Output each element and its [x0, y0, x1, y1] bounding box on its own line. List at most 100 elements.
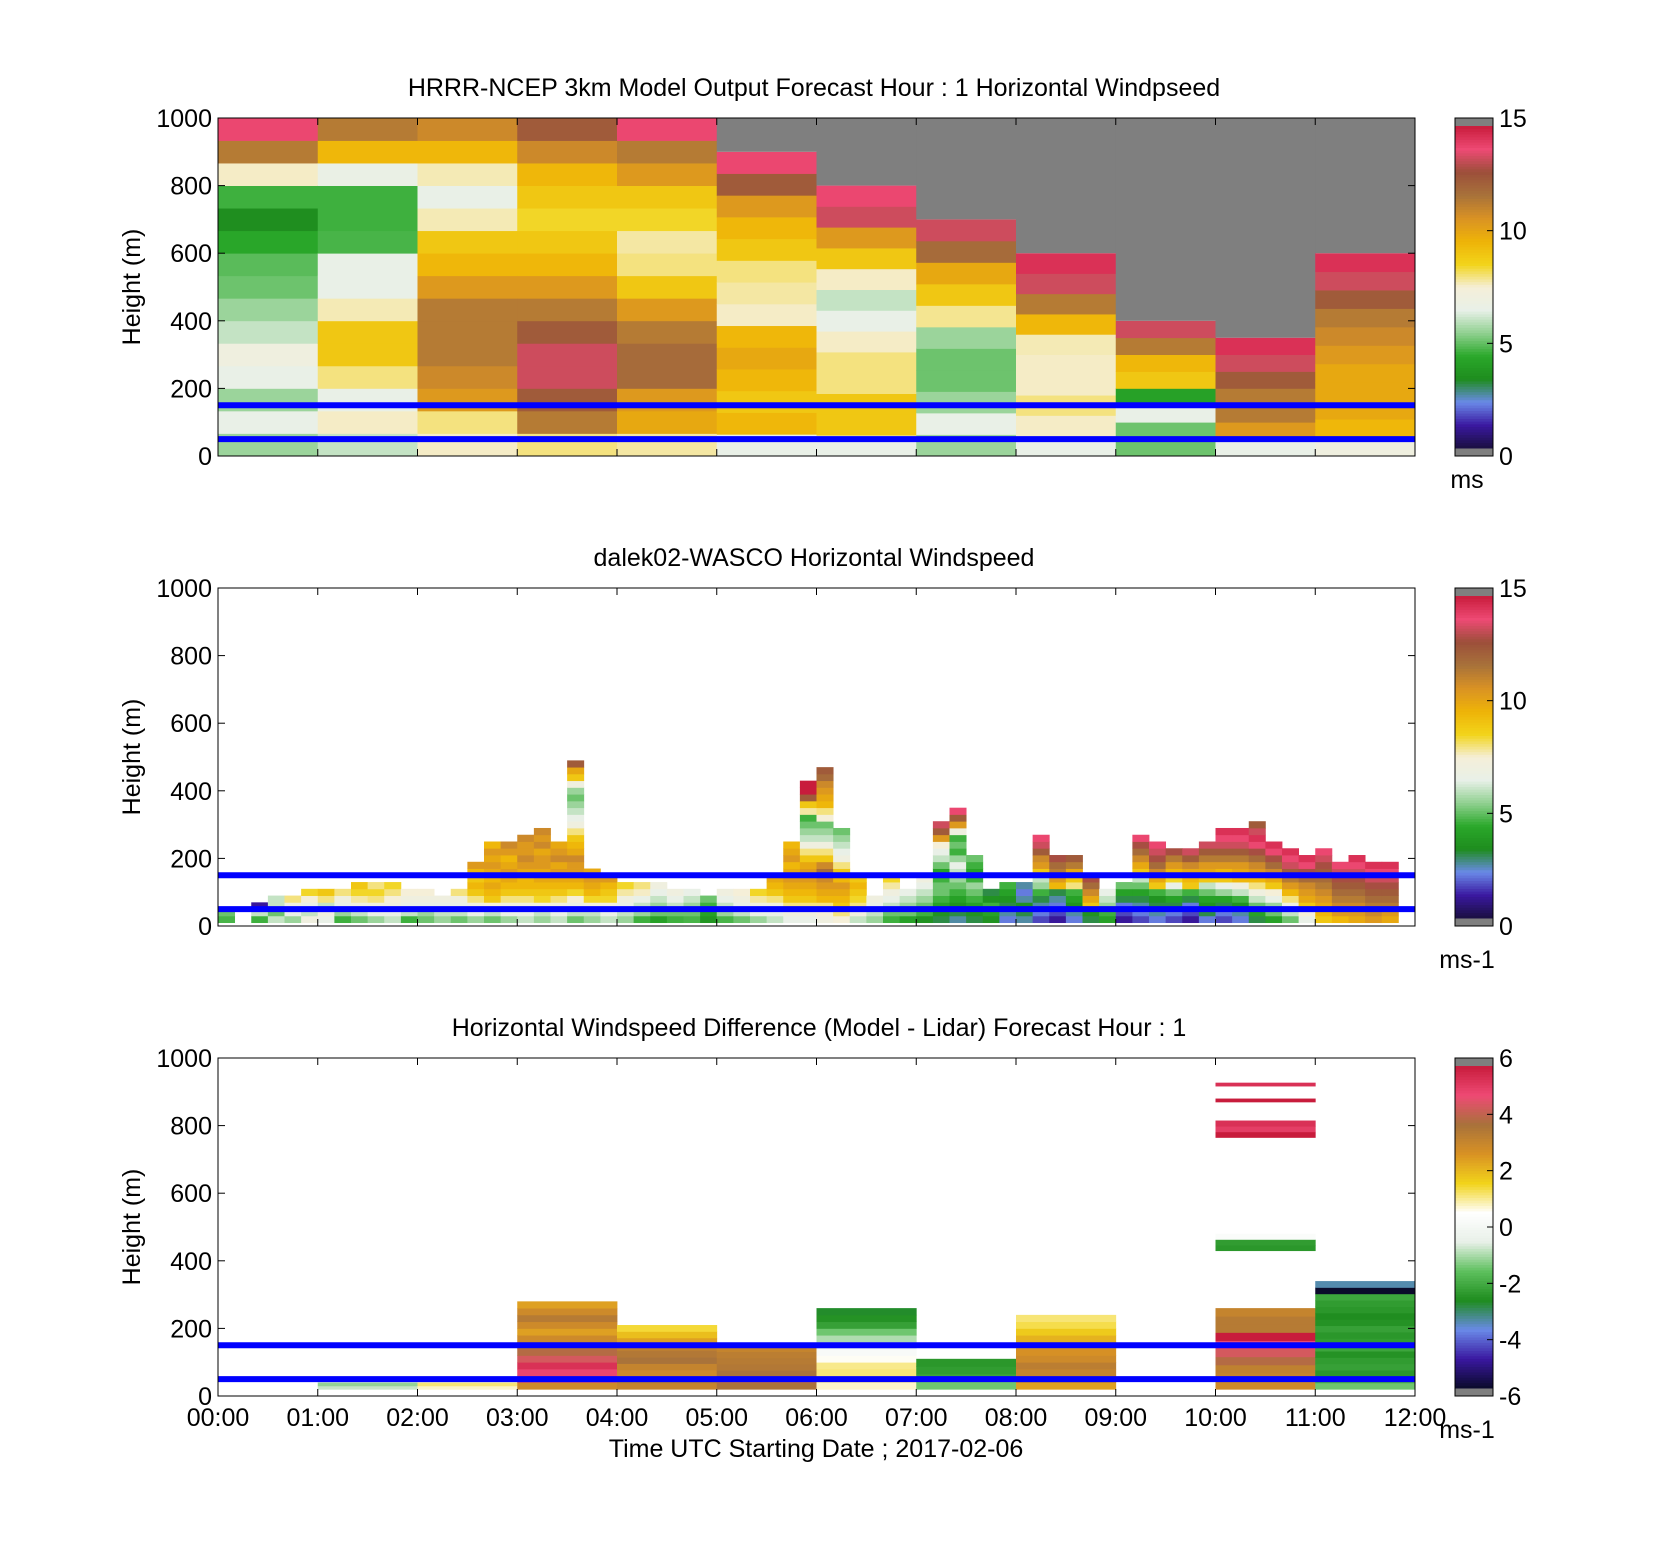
colorbar-segment — [1455, 1379, 1493, 1384]
lidar-cell — [384, 888, 402, 896]
lidar-cell — [633, 909, 651, 917]
model-cell — [1215, 405, 1316, 423]
lidar-cell — [467, 861, 485, 869]
colorbar-segment — [1455, 810, 1493, 814]
lidar-cell — [1331, 902, 1349, 910]
colorbar-segment — [1455, 612, 1493, 616]
lidar-cell — [949, 841, 967, 849]
lidar-cell — [733, 902, 751, 910]
lidar-cell — [1348, 882, 1366, 890]
lidar-cell — [567, 888, 585, 896]
lidar-cell — [1132, 848, 1150, 856]
lidar-cell — [567, 794, 585, 802]
lidar-cell — [833, 834, 851, 842]
lidar-cell — [799, 814, 817, 822]
panel-lidar-cells — [218, 760, 1399, 924]
colorbar-segment — [1455, 848, 1493, 852]
x-tick-label: 07:00 — [885, 1404, 948, 1432]
model-cell — [517, 343, 618, 367]
colorbar-segment — [1455, 378, 1493, 382]
panel-difference-xticks: 00:00 01:00 02:00 03:00 04:00 05:00 06:00 07:00… — [187, 1058, 1446, 1432]
lidar-cell — [367, 882, 385, 890]
difference-cell — [1215, 1126, 1316, 1133]
lidar-cell — [1165, 861, 1183, 869]
colorbar-segment — [1455, 340, 1493, 344]
lidar-cell — [1099, 915, 1117, 924]
model-cell — [716, 151, 817, 174]
difference-cell — [816, 1368, 917, 1377]
model-cell — [517, 365, 618, 389]
lidar-cell — [1049, 888, 1067, 896]
lidar-cell — [949, 834, 967, 842]
colorbar-segment — [1455, 1302, 1493, 1306]
lidar-cell — [816, 875, 834, 883]
difference-cell — [1016, 1362, 1117, 1370]
lidar-cell — [1315, 888, 1333, 896]
model-cell — [816, 185, 917, 207]
lidar-cell — [833, 888, 851, 896]
colorbar-segment — [1455, 850, 1493, 855]
lidar-cell — [1115, 882, 1133, 890]
lidar-cell — [1265, 909, 1283, 917]
colorbar-segment — [1455, 1240, 1493, 1244]
colorbar-segment — [1455, 214, 1493, 218]
lidar-cell — [567, 868, 585, 876]
colorbar-segment — [1455, 719, 1493, 723]
lidar-cell — [916, 915, 934, 924]
model-cell — [1315, 363, 1416, 383]
lidar-cell — [783, 882, 801, 890]
colorbar-segment — [1455, 896, 1493, 900]
lidar-cell — [783, 888, 801, 896]
colorbar-segment — [1455, 797, 1493, 801]
colorbar-segment — [1455, 598, 1493, 602]
lidar-cell — [517, 902, 535, 910]
lidar-cell — [1315, 915, 1333, 924]
lidar-cell — [982, 888, 1000, 896]
lidar-cell — [1365, 868, 1383, 876]
lidar-cell — [251, 902, 269, 910]
lidar-cell — [1265, 855, 1283, 863]
model-cell — [916, 283, 1017, 306]
lidar-cell — [1149, 868, 1167, 876]
lidar-cell — [866, 909, 884, 917]
lidar-cell — [500, 882, 518, 890]
lidar-cell — [567, 848, 585, 856]
colorbar-segment — [1455, 150, 1493, 154]
lidar-cell — [1049, 861, 1067, 869]
model-cell — [517, 118, 618, 141]
lidar-cell — [484, 888, 502, 896]
lidar-cell — [617, 895, 635, 903]
colorbar-segment — [1455, 1232, 1493, 1236]
colorbar-segment — [1455, 778, 1493, 782]
panel-lidar-xticks — [217, 588, 1416, 926]
panel-model-reference-lines — [218, 402, 1415, 443]
lidar-cell — [267, 902, 285, 910]
lidar-cell — [816, 814, 834, 822]
model-cell — [617, 163, 718, 186]
y-tick-label: 200 — [170, 375, 212, 403]
colorbar-frame — [1454, 117, 1494, 457]
model-cell — [1215, 337, 1316, 355]
colorbar-segment — [1455, 423, 1493, 428]
colorbar-segment — [1455, 1165, 1493, 1169]
colorbar-segment — [1455, 193, 1493, 197]
lidar-cell — [334, 895, 352, 903]
lidar-cell — [932, 902, 950, 910]
colorbar-segment — [1455, 1275, 1493, 1279]
lidar-cell — [899, 902, 917, 910]
lidar-cell — [1049, 909, 1067, 917]
colorbar-segment — [1455, 1229, 1493, 1233]
lidar-cell — [1365, 875, 1383, 883]
model-cell — [417, 163, 518, 186]
lidar-cell — [1381, 915, 1399, 924]
lidar-cell — [500, 841, 518, 849]
lidar-cell — [866, 895, 884, 903]
lidar-cell — [600, 895, 618, 903]
lidar-cell — [1232, 902, 1250, 910]
lidar-cell — [650, 902, 668, 910]
model-cell — [1215, 354, 1316, 372]
lidar-cell — [567, 780, 585, 788]
colorbar-segment — [1455, 421, 1493, 425]
lidar-cell — [1232, 875, 1250, 883]
lidar-cell — [218, 909, 236, 917]
